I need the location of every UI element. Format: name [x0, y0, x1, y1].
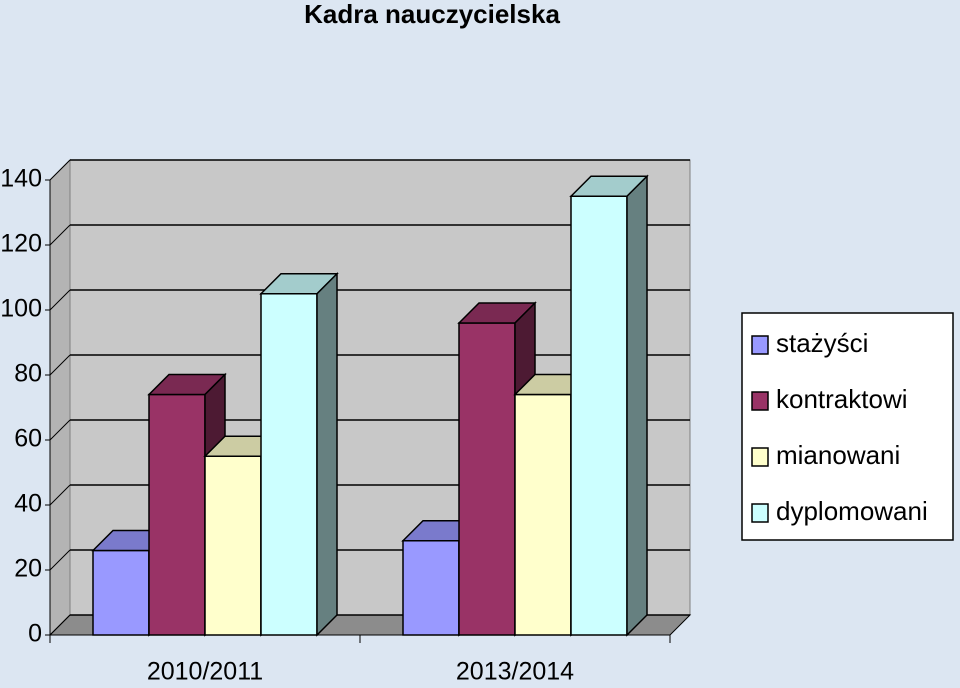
legend-swatch [751, 391, 769, 411]
legend-box [741, 312, 954, 541]
side-wall [49, 158, 71, 637]
y-tick-label: 140 [0, 165, 42, 193]
legend-swatch [751, 335, 769, 355]
legend-label: kontraktowi [776, 384, 908, 414]
chart-title: Kadra nauczycielska [304, 0, 560, 29]
legend-label: mianowani [776, 440, 900, 470]
bar [514, 393, 572, 636]
y-tick-label: 100 [0, 295, 42, 323]
grid-line [49, 484, 71, 506]
legend-label: dyplomowani [776, 496, 928, 526]
bar-side [626, 174, 648, 637]
grid-line [49, 614, 71, 636]
grid-line [49, 354, 71, 376]
grid-line [49, 159, 71, 181]
y-tick-label: 80 [14, 360, 42, 388]
grid-line [49, 419, 71, 441]
bar [458, 322, 516, 636]
bar [260, 293, 318, 636]
bar [402, 540, 460, 636]
legend-swatch [751, 447, 769, 467]
bar-side [316, 271, 338, 637]
bar [570, 195, 628, 636]
bar [92, 549, 150, 636]
legend-swatch [751, 503, 769, 523]
bar [148, 393, 206, 636]
grid-line [49, 289, 71, 311]
grid-line [49, 549, 71, 571]
y-tick-label: 60 [14, 425, 42, 453]
legend-label: stażyści [776, 328, 868, 358]
x-tick-label: 2013/2014 [456, 658, 574, 686]
y-tick-label: 20 [14, 555, 42, 583]
x-tick-label: 2010/2011 [147, 658, 263, 686]
y-tick-label: 0 [28, 620, 42, 648]
grid-line [49, 224, 71, 246]
bar [204, 455, 262, 636]
y-tick-label: 120 [0, 230, 42, 258]
y-tick-label: 40 [14, 490, 42, 518]
